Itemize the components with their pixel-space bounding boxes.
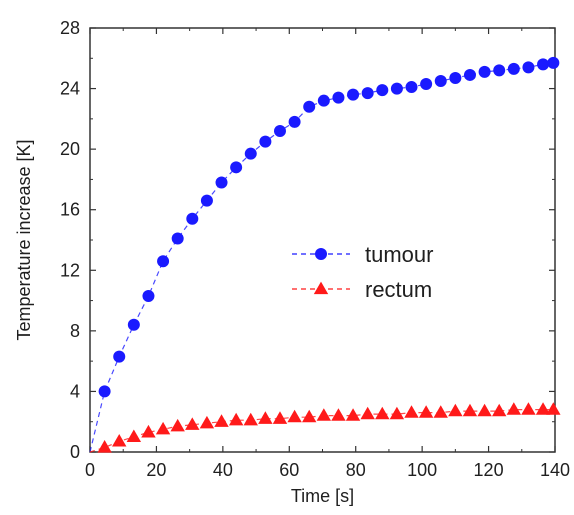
legend-marker-rectum (313, 281, 329, 295)
data-point-rectum (404, 405, 419, 418)
data-point-rectum (546, 402, 561, 415)
data-point-tumour (157, 255, 170, 268)
data-point-tumour (449, 71, 462, 84)
data-point-rectum (360, 406, 375, 420)
data-point-tumour (347, 88, 360, 101)
data-point-rectum (214, 414, 229, 427)
x-tick-label: 0 (85, 460, 95, 480)
data-point-tumour (171, 232, 184, 245)
data-point-rectum (448, 403, 463, 417)
y-tick-label: 12 (60, 260, 80, 280)
x-tick-label: 120 (474, 460, 504, 480)
data-point-rectum (331, 408, 346, 421)
data-point-tumour (288, 115, 301, 128)
data-point-rectum (287, 409, 302, 423)
ticks-layer: 0 20 40 60 80 100 120 140 0 4 8 12 16 20 24 28 (60, 18, 570, 480)
y-tick-label: 16 (60, 200, 80, 220)
data-point-rectum (199, 415, 215, 429)
y-tick-label: 0 (70, 442, 80, 462)
data-point-tumour (113, 350, 126, 363)
x-tick-label: 140 (540, 460, 570, 480)
data-point-rectum (375, 406, 390, 420)
data-point-tumour (303, 100, 316, 113)
data-point-rectum (170, 418, 185, 432)
data-point-rectum (155, 421, 171, 435)
data-point-tumour (200, 194, 213, 207)
legend-label-rectum: rectum (365, 277, 432, 302)
data-point-rectum (185, 417, 200, 430)
data-point-rectum (316, 408, 332, 421)
data-point-tumour (405, 81, 418, 94)
data-point-tumour (332, 91, 345, 104)
data-point-rectum (112, 433, 127, 447)
y-tick-label: 28 (60, 18, 80, 38)
data-point-tumour (376, 84, 389, 97)
data-point-tumour (127, 318, 140, 331)
x-tick-label: 40 (213, 460, 233, 480)
y-tick-label: 24 (60, 79, 80, 99)
data-point-rectum (258, 411, 273, 424)
x-tick-label: 60 (279, 460, 299, 480)
data-point-rectum (477, 403, 492, 417)
data-point-rectum (521, 402, 536, 415)
data-point-tumour (273, 124, 286, 137)
data-point-tumour (547, 56, 560, 69)
data-point-rectum (141, 424, 156, 438)
data-point-rectum (272, 411, 288, 424)
data-point-tumour (434, 75, 447, 87)
y-tick-label: 8 (70, 321, 80, 341)
data-point-rectum (462, 403, 478, 417)
series-markers-layer (97, 56, 561, 453)
data-point-rectum (506, 402, 522, 415)
data-point-tumour (493, 64, 506, 77)
y-tick-label: 4 (70, 381, 80, 401)
data-point-tumour (259, 135, 272, 148)
data-point-rectum (243, 412, 258, 426)
data-point-rectum (433, 405, 448, 418)
legend: tumour rectum (292, 242, 433, 302)
legend-item-tumour: tumour (292, 242, 433, 267)
x-tick-label: 80 (346, 460, 366, 480)
data-point-tumour (537, 58, 550, 71)
data-point-tumour (420, 78, 433, 91)
data-point-tumour (478, 65, 491, 78)
data-point-rectum (302, 409, 317, 423)
data-point-tumour (244, 147, 257, 160)
data-point-tumour (522, 61, 535, 74)
legend-label-tumour: tumour (365, 242, 433, 267)
data-point-tumour (215, 176, 228, 189)
data-point-rectum (418, 405, 434, 418)
x-tick-label: 100 (407, 460, 437, 480)
x-axis-title: Time [s] (291, 486, 354, 506)
data-point-tumour (142, 290, 155, 303)
data-point-tumour (98, 385, 111, 398)
data-point-tumour (463, 68, 476, 81)
data-point-rectum (389, 406, 405, 420)
data-point-rectum (228, 412, 244, 426)
data-point-rectum (126, 429, 142, 442)
y-tick-label: 20 (60, 139, 80, 159)
y-axis-title: Temperature increase [K] (14, 139, 34, 340)
data-point-rectum (345, 408, 361, 421)
data-point-rectum (97, 440, 112, 453)
data-point-rectum (492, 403, 507, 417)
data-point-tumour (390, 82, 403, 95)
legend-item-rectum: rectum (292, 277, 432, 302)
data-point-tumour (186, 212, 199, 225)
x-tick-label: 20 (146, 460, 166, 480)
data-point-tumour (507, 62, 520, 75)
data-point-tumour (230, 161, 243, 174)
data-point-tumour (317, 94, 330, 107)
data-point-rectum (535, 402, 551, 415)
data-point-tumour (361, 87, 374, 100)
legend-marker-tumour (315, 248, 327, 260)
